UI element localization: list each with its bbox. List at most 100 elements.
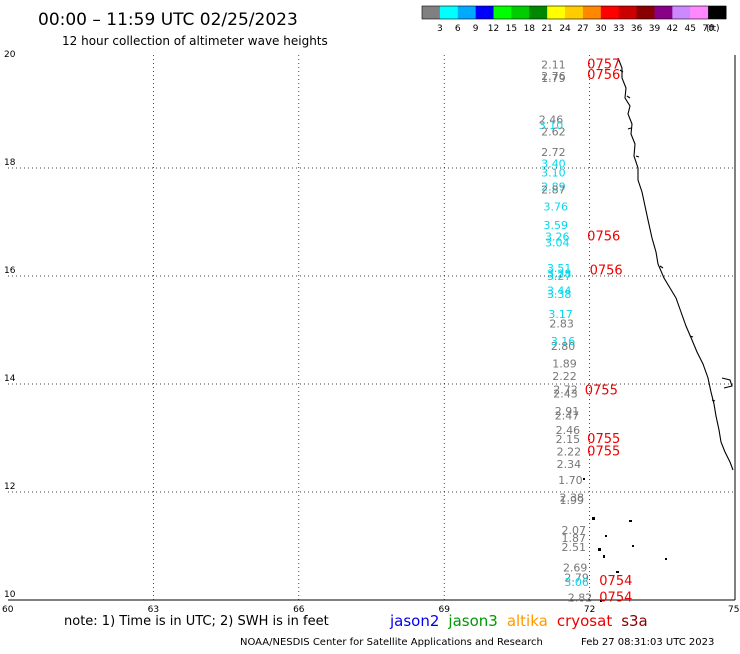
wave-height-value: 2.34 (557, 458, 582, 471)
scale-tick-label: 36 (631, 24, 643, 34)
scale-tick-label: 70 (702, 24, 714, 34)
wave-height-value: 2.83 (549, 318, 574, 331)
scale-swatch (511, 6, 530, 19)
scale-tick-label: 12 (488, 24, 499, 34)
scale-swatch (565, 6, 584, 19)
wave-height-readings: 2.112.761.792.463.102.622.723.403.102.89… (539, 58, 593, 604)
scale-swatch (422, 6, 441, 19)
wave-height-value: 2.89 (541, 180, 566, 193)
wave-height-value: 3.38 (547, 288, 572, 301)
scale-swatch (600, 6, 620, 19)
scale-swatch (457, 6, 477, 19)
scale-swatch (547, 6, 566, 19)
wave-height-value: 2.15 (556, 433, 581, 446)
wave-height-value: 2.72 (553, 383, 578, 396)
longitude-tick-label: 60 (2, 605, 14, 615)
scale-tick-label: 33 (613, 24, 624, 34)
longitude-tick-label: 66 (293, 605, 305, 615)
wave-height-value: 2.07 (561, 524, 586, 537)
longitude-tick-label: 69 (438, 605, 450, 615)
satellite-legend: jason2 jason3 altika cryosat s3a (389, 612, 648, 630)
scale-tick-label: 27 (577, 24, 588, 34)
wave-height-value: 3.51 (547, 262, 572, 275)
wave-height-value: 2.11 (541, 58, 566, 71)
wave-height-value: 2.69 (563, 562, 588, 575)
satellite-legend-cryosat: cryosat (557, 612, 612, 630)
scale-tick-label: 6 (455, 24, 461, 34)
wave-height-value: 3.17 (548, 308, 573, 321)
scale-swatch (529, 6, 548, 19)
latitude-tick-label: 20 (4, 50, 16, 60)
scale-tick-label: 3 (437, 24, 443, 34)
scale-swatch (493, 6, 512, 19)
map-grid (8, 55, 736, 601)
wave-height-value: 1.89 (552, 357, 577, 370)
scale-tick-label: 39 (649, 24, 661, 34)
scale-swatch (475, 6, 495, 19)
wave-height-value: 2.22 (557, 446, 582, 459)
wave-height-value: 2.87 (541, 184, 566, 197)
wave-height-value: 3.26 (545, 231, 570, 244)
scale-tick-label: 24 (559, 24, 571, 34)
longitude-tick-label: 75 (728, 605, 739, 615)
scale-swatch (708, 6, 727, 19)
pass-time-label: 0755 (587, 445, 620, 460)
color-scale-legend: 3 6 9 12 15 18 21 24 27 30 33 36 39 42 45 70 (421, 5, 727, 34)
wave-height-value: 3.06 (564, 576, 589, 589)
wave-height-value: 2.43 (553, 388, 578, 401)
scale-tick-label: 45 (685, 24, 696, 34)
wave-height-value: 3.28 (547, 267, 572, 280)
wave-height-value: 1.87 (561, 532, 586, 545)
wave-height-value: 3.59 (544, 219, 569, 232)
scale-tick-label: 42 (667, 24, 678, 34)
scale-swatch (690, 6, 709, 19)
wave-height-value: 2.22 (552, 370, 577, 383)
footer-timestamp: Feb 27 08:31:03 UTC 2023 (581, 637, 714, 648)
coastal-islets (583, 478, 667, 602)
wave-height-value: 2.82 (568, 591, 593, 604)
pass-time-label: 0754 (599, 574, 632, 589)
wave-height-value: 3.40 (541, 158, 566, 171)
wave-height-value: 3.76 (544, 200, 569, 213)
wave-height-value: 2.76 (541, 70, 566, 83)
pass-time-label: 0755 (585, 383, 618, 398)
wave-height-value: 2.47 (555, 409, 580, 422)
satellite-legend-altika: altika (507, 612, 548, 630)
satellite-legend-s3a: s3a (621, 612, 648, 630)
footer-credit: NOAA/NESDIS Center for Satellite Applica… (240, 637, 543, 648)
longitude-tick-label: 63 (148, 605, 159, 615)
wave-height-value: 3.16 (551, 335, 576, 348)
coastline (617, 57, 734, 471)
wave-height-value: 2.38 (560, 491, 585, 504)
scale-swatch (672, 6, 691, 19)
scale-frame (421, 5, 727, 20)
latitude-tick-label: 12 (4, 482, 15, 492)
pass-time-label: 0757 (587, 57, 620, 72)
wave-height-value: 2.46 (556, 424, 581, 437)
pass-time-label: 0755 (587, 432, 620, 447)
scale-swatch (654, 6, 673, 19)
satellite-legend-jason3: jason3 (447, 612, 497, 630)
map-tick-labels: 60 63 66 69 72 75 10 12 14 16 18 20 (2, 50, 739, 615)
scale-swatch (636, 6, 655, 19)
wave-height-value: 3.44 (547, 285, 572, 298)
scale-tick-label: 18 (524, 24, 536, 34)
pass-time-label: 0756 (590, 264, 623, 279)
footer-note: note: 1) Time is in UTC; 2) SWH is in fe… (64, 614, 329, 629)
latitude-tick-label: 18 (4, 158, 16, 168)
scale-swatch (439, 6, 459, 19)
page-title: 00:00 – 11:59 UTC 02/25/2023 (38, 10, 298, 30)
scale-swatch (582, 6, 602, 19)
latitude-tick-label: 10 (4, 590, 16, 600)
wave-height-value: 2.62 (541, 125, 566, 138)
satellite-legend-jason2: jason2 (389, 612, 439, 630)
wave-height-value: 2.80 (551, 340, 576, 353)
wave-height-value: 2.46 (539, 113, 564, 126)
longitude-tick-label: 72 (584, 605, 595, 615)
latitude-tick-label: 14 (4, 374, 16, 384)
wave-height-value: 3.27 (547, 270, 572, 283)
scale-swatch (618, 6, 638, 19)
scale-unit-label: (ft) (706, 24, 720, 34)
